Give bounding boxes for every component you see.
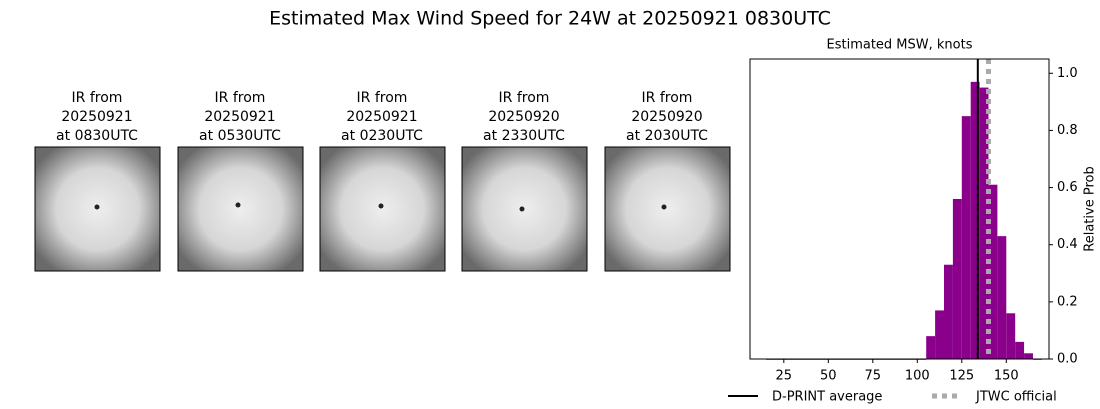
x-tick-label: 150: [994, 369, 1019, 384]
panel-title: IR from: [499, 90, 550, 106]
y-tick-label: 0.6: [1057, 180, 1078, 195]
bar: [952, 199, 962, 359]
plot-frame: [749, 58, 1050, 360]
x-tick-label: 25: [776, 369, 793, 384]
x-tick-label: 125: [949, 369, 974, 384]
bar: [926, 336, 936, 359]
panel-title: 20250920: [488, 109, 559, 125]
panel-title: IR from: [357, 90, 408, 106]
y-axis-label: Relative Prob: [1083, 166, 1098, 251]
y-tick-label: 0.2: [1057, 294, 1078, 309]
y-tick-label: 0.4: [1057, 237, 1078, 252]
panel-title: at 2030UTC: [626, 128, 708, 144]
histogram: Estimated MSW, knots D-PRINT average JTWC …: [728, 38, 1098, 405]
panel-title: 20250921: [61, 109, 132, 125]
bar: [970, 81, 980, 359]
storm-eye: [519, 206, 525, 212]
bar: [1006, 313, 1016, 359]
storm-eye: [94, 204, 100, 210]
panel-title: at 2330UTC: [483, 128, 565, 144]
figure-title: Estimated Max Wind Speed for 24W at 2025…: [269, 8, 831, 30]
legend-label: JTWC official: [975, 390, 1057, 405]
chart-title: Estimated MSW, knots: [827, 38, 973, 53]
y-tick-label: 0.0: [1057, 352, 1078, 367]
ir-image: [319, 146, 446, 272]
bar: [943, 264, 953, 359]
y-tick-label: 0.8: [1057, 123, 1078, 138]
panel-title: IR from: [215, 90, 266, 106]
storm-eye: [378, 203, 384, 209]
panel-title: IR from: [642, 90, 693, 106]
bar: [997, 236, 1007, 359]
y-tick-label: 1.0: [1057, 66, 1078, 81]
bar: [961, 116, 971, 360]
bar: [1024, 353, 1033, 359]
storm-eye: [235, 202, 241, 208]
bar: [935, 310, 944, 359]
x-tick-label: 75: [865, 369, 882, 384]
panel-title: IR from: [72, 90, 123, 106]
x-tick-label: 100: [905, 369, 930, 384]
bar: [1015, 341, 1025, 359]
panel-title: at 0530UTC: [199, 128, 281, 144]
panel-title: at 0830UTC: [56, 128, 138, 144]
x-tick-label: 50: [820, 369, 837, 384]
legend-label: D-PRINT average: [772, 390, 882, 405]
panel-title: at 0230UTC: [341, 128, 423, 144]
storm-eye: [661, 204, 667, 210]
ir-image: [177, 146, 304, 272]
panel-title: 20250921: [346, 109, 417, 125]
bar: [979, 87, 989, 360]
ir-image: [604, 146, 731, 272]
bar: [988, 184, 998, 359]
panels: IR from 20250921 at 0830UTC IR from 20250921…: [34, 90, 731, 272]
panel-title: 20250920: [631, 109, 702, 125]
panel-title: 20250921: [204, 109, 275, 125]
